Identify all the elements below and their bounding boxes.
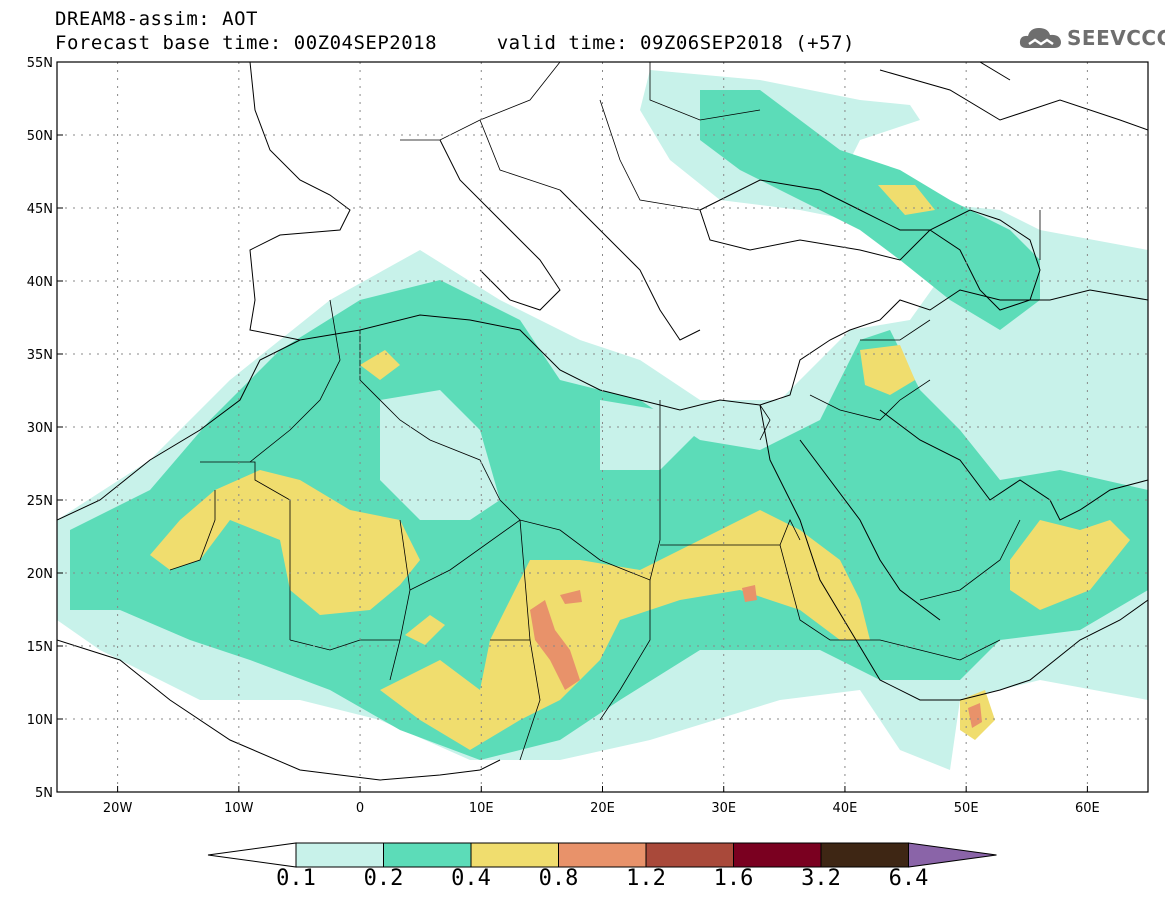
lat-tick-label: 50N (27, 129, 53, 144)
lat-tick-label: 10N (27, 713, 53, 728)
lon-tick-label: 20W (103, 801, 133, 816)
lat-tick-label: 45N (27, 202, 53, 217)
longitude-axis: 20W 10W 0 10E 20E 30E 40E 50E 60E (103, 786, 1100, 816)
colorbar-segment-above (908, 842, 997, 868)
logo-text: SEEVCCC (1067, 26, 1165, 50)
colorbar-segment (645, 842, 734, 868)
colorbar-label: 1.6 (713, 866, 754, 891)
gridlines (57, 62, 1148, 792)
lat-tick-label: 20N (27, 567, 53, 582)
colorbar-segment (558, 842, 647, 868)
colorbar-segment (295, 842, 384, 868)
colorbar-label: 0.2 (363, 866, 404, 891)
lon-tick-label: 30E (711, 801, 736, 816)
lat-tick-label: 40N (27, 275, 53, 290)
colorbar-segment (470, 842, 559, 868)
colorbar-label: 0.8 (538, 866, 579, 891)
lon-tick-label: 60E (1075, 801, 1100, 816)
lon-tick-label: 10W (224, 801, 254, 816)
lat-tick-label: 15N (27, 640, 53, 655)
colorbar-label: 3.2 (801, 866, 841, 891)
lon-tick-label: 50E (954, 801, 979, 816)
colorbar (207, 842, 997, 868)
lat-tick-label: 35N (27, 348, 53, 363)
colorbar-segment-below (207, 842, 297, 868)
lat-tick-label: 30N (27, 421, 53, 436)
map-title: DREAM8-assim: AOT (55, 8, 258, 30)
country-borders (169, 62, 1041, 761)
aot-level-0.4 (150, 185, 1130, 750)
aot-level-0.1-inner (380, 390, 700, 520)
colorbar-segment (383, 842, 472, 868)
forecast-time-info: Forecast base time: 00Z04SEP2018 valid t… (55, 32, 855, 54)
lon-tick-label: 0 (356, 801, 364, 816)
latitude-axis: 5N 10N 15N 20N 25N 30N 35N 40N 45N 50N 55N (27, 56, 63, 801)
colorbar-segment (733, 842, 822, 868)
seevccc-logo: SEEVCCC (1017, 22, 1165, 56)
colorbar-segment (820, 842, 909, 868)
lon-tick-label: 20E (590, 801, 615, 816)
coastlines (57, 62, 1148, 781)
cloud-icon (1019, 28, 1061, 48)
lat-tick-label: 25N (27, 494, 53, 509)
colorbar-label: 6.4 (888, 866, 929, 891)
colorbar-label: 0.4 (451, 866, 491, 891)
colorbar-label: 1.2 (626, 866, 666, 891)
lat-tick-label: 55N (27, 56, 53, 71)
aot-level-0.8 (530, 585, 982, 728)
lon-tick-label: 40E (833, 801, 858, 816)
lon-tick-label: 10E (469, 801, 494, 816)
colorbar-label: 0.1 (276, 866, 316, 891)
lat-tick-label: 5N (35, 786, 53, 801)
